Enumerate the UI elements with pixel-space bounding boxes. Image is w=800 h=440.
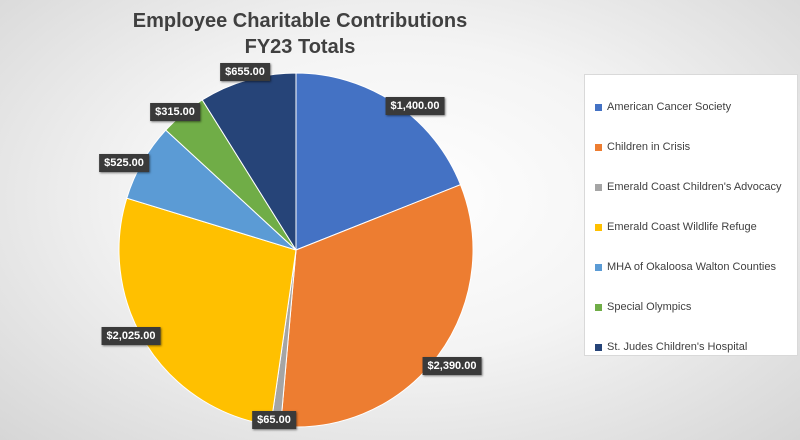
legend-item-st-judes-children-s-hospital: St. Judes Children's Hospital [585,327,797,367]
data-label-emerald-coast-wildlife-refuge: $2,025.00 [101,327,161,345]
legend-label: Special Olympics [607,301,692,313]
legend-swatch [595,223,602,231]
legend-swatch [595,183,602,191]
legend-label: Emerald Coast Children's Advocacy [607,181,782,193]
data-label-special-olympics: $315.00 [150,103,200,121]
legend-swatch [595,263,602,271]
data-label-american-cancer-society: $1,400.00 [385,97,445,115]
legend-label: St. Judes Children's Hospital [607,341,748,353]
legend-item-emerald-coast-children-s-advocacy: Emerald Coast Children's Advocacy [585,167,797,207]
legend-swatch [595,303,602,311]
legend-item-special-olympics: Special Olympics [585,287,797,327]
chart-title-line2: FY23 Totals [244,36,356,58]
legend-swatch [595,143,602,151]
legend-label: Emerald Coast Wildlife Refuge [607,221,757,233]
data-label-emerald-coast-children-s-advocacy: $65.00 [252,411,296,429]
data-label-mha-of-okaloosa-walton-counties: $525.00 [99,154,149,172]
pie-chart [118,72,474,428]
legend-swatch [595,343,602,351]
data-label-st-judes-children-s-hospital: $655.00 [220,63,270,81]
data-label-children-in-crisis: $2,390.00 [422,357,482,375]
legend-item-children-in-crisis: Children in Crisis [585,127,797,167]
legend-item-mha-of-okaloosa-walton-counties: MHA of Okaloosa Walton Counties [585,247,797,287]
legend-label: MHA of Okaloosa Walton Counties [607,261,776,273]
legend-label: American Cancer Society [607,101,732,113]
legend-item-emerald-coast-wildlife-refuge: Emerald Coast Wildlife Refuge [585,207,797,247]
legend-swatch [595,103,602,111]
legend-item-american-cancer-society: American Cancer Society [585,87,797,127]
chart-title-line1: Employee Charitable Contributions [132,10,468,32]
legend-label: Children in Crisis [607,141,691,153]
legend: American Cancer Society Children in Crisi… [584,74,798,356]
